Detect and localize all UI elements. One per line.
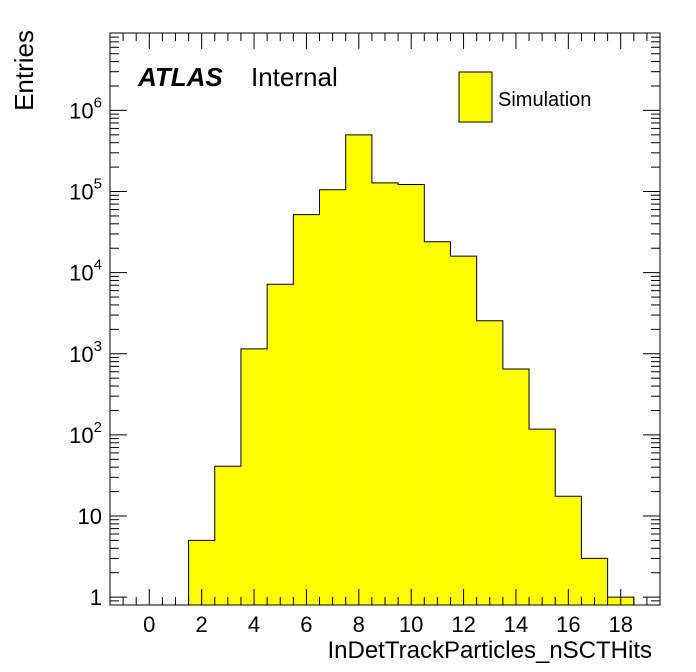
histogram-bar [529,429,556,605]
histogram-bar [555,496,582,605]
histogram-bar [371,182,399,605]
x-tick-label: 6 [300,612,312,637]
histogram-bar [319,189,346,605]
y-tick-label: 10 [78,504,102,529]
legend-entry-simulation: Simulation [498,89,591,111]
y-tick-base: 10 [69,261,93,286]
y-tick-label: 106 [69,94,102,123]
y-tick-label: 103 [69,338,102,367]
y-axis-label: Entries [9,30,39,111]
x-tick-labels: 0 2 4 6 8 10 12 14 16 18 [143,612,633,637]
histogram-bar [398,184,425,605]
y-tick-label: 102 [69,419,102,448]
legend-swatch [458,71,493,123]
y-tick-base: 10 [69,180,93,205]
x-tick-label: 14 [504,612,528,637]
x-tick-label: 4 [248,612,260,637]
histogram-bar [267,284,294,605]
atlas-label: ATLAS [137,62,223,92]
y-tick-exponent: 2 [94,419,102,436]
y-tick-exponent: 3 [94,338,102,355]
histogram-bar [214,466,241,605]
histogram-bar [476,320,503,605]
x-tick-label: 18 [608,612,632,637]
histogram-bar [240,348,268,605]
y-tick-label: 1 [90,585,102,610]
y-tick-base: 10 [69,423,93,448]
histogram-bar [502,368,530,605]
x-axis-label: InDetTrackParticles_nSCTHits [327,637,652,664]
y-tick-base: 10 [78,504,102,529]
y-tick-exponent: 5 [94,176,102,193]
internal-label: Internal [251,62,338,92]
y-tick-exponent: 4 [94,257,102,274]
histogram-bar [450,256,477,605]
histogram-bars [188,134,635,606]
y-tick-exponent: 6 [94,94,102,111]
histogram-bar [424,241,451,605]
x-tick-label: 16 [556,612,580,637]
y-tick-base: 10 [69,342,93,367]
x-tick-label: 12 [451,612,475,637]
histogram-bar [345,134,372,605]
x-tick-label: 0 [143,612,155,637]
y-tick-label: 105 [69,176,102,205]
y-tick-label: 104 [69,257,102,286]
x-tick-label: 2 [196,612,208,637]
x-tick-label: 10 [399,612,423,637]
plot-frame [109,32,661,606]
y-tick-base: 10 [69,98,93,123]
histogram-bar [293,214,320,606]
legend: Simulation [458,71,591,123]
y-tick-base: 1 [90,585,102,610]
histogram-outline [188,134,635,605]
x-tick-label: 8 [353,612,365,637]
